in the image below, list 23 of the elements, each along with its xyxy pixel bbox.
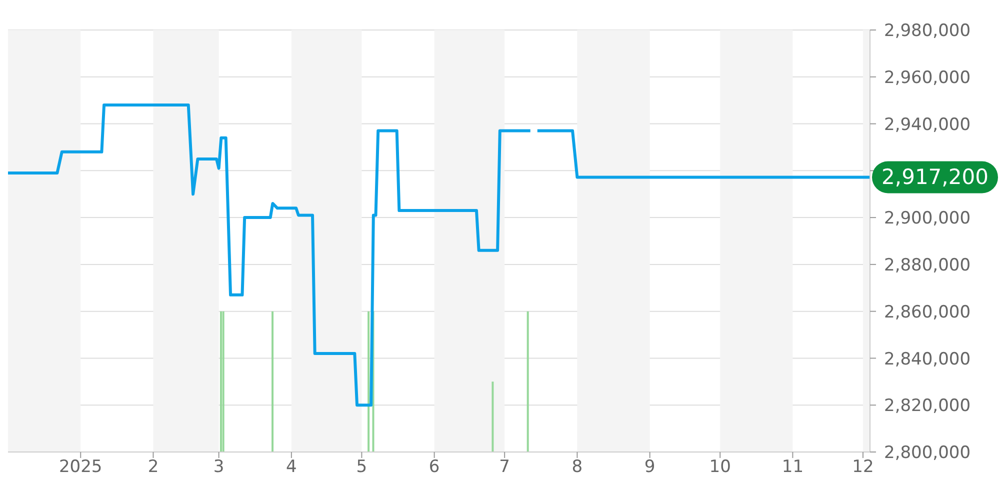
x-tick-label: 12 <box>852 457 874 478</box>
x-tick-label: 8 <box>572 457 583 478</box>
x-tick-label: 5 <box>356 457 368 478</box>
y-tick-label: 2,940,000 <box>884 114 971 135</box>
x-tick-label: 2 <box>148 457 159 478</box>
y-tick-label: 2,960,000 <box>884 68 971 88</box>
x-tick-label: 6 <box>428 457 440 478</box>
x-tick-label: 11 <box>782 457 804 478</box>
annotation: 2,917,200 <box>882 165 988 190</box>
y-tick-label: 2,980,000 <box>884 21 971 42</box>
x-tick-label: 3 <box>213 457 224 478</box>
x-tick-label: 9 <box>644 457 656 478</box>
x-tick-label: 10 <box>709 457 731 478</box>
y-tick-label: 2,900,000 <box>884 208 971 229</box>
value-badge: 2,917,200 <box>872 161 998 194</box>
y-tick-label: 2,860,000 <box>884 302 971 322</box>
x-tick-label: 4 <box>286 457 297 478</box>
x-tick-label: 2025 <box>58 457 102 478</box>
y-tick-label: 2,880,000 <box>884 255 971 276</box>
x-tick-label: 7 <box>499 457 510 478</box>
y-tick-label: 2,800,000 <box>884 443 971 464</box>
y-tick-label: 2,840,000 <box>884 349 971 370</box>
y-tick-label: 2,820,000 <box>884 396 971 416</box>
